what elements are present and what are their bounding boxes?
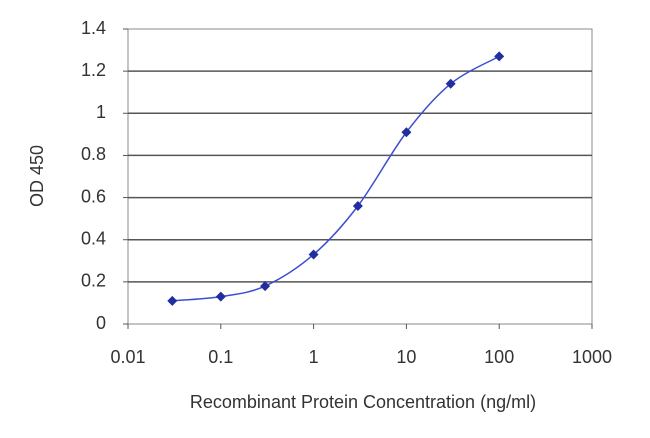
y-tick-label: 0.2	[81, 271, 106, 291]
x-tick-label: 10	[396, 347, 416, 367]
x-tick-label: 1	[309, 347, 319, 367]
data-point	[445, 78, 456, 89]
y-tick-label: 1	[96, 102, 106, 122]
x-tick-label: 0.01	[110, 347, 145, 367]
data-point	[215, 291, 226, 302]
data-point	[494, 51, 505, 62]
series-line	[172, 55, 500, 302]
plot-area	[127, 28, 593, 325]
data-point	[308, 249, 319, 260]
x-axis-label: Recombinant Protein Concentration (ng/ml…	[190, 392, 536, 412]
y-tick-label: 0.6	[81, 186, 106, 206]
y-tick-label: 0.4	[81, 228, 106, 248]
x-tick-label: 1000	[572, 347, 612, 367]
y-axis-label: OD 450	[27, 145, 47, 207]
data-point	[352, 201, 363, 211]
y-tick-label: 0.8	[81, 144, 106, 164]
y-tick-label: 0	[96, 313, 106, 333]
y-tick-label: 1.2	[81, 60, 106, 80]
y-tick-label: 1.4	[81, 18, 106, 38]
data-point	[260, 281, 271, 292]
data-point	[167, 295, 178, 306]
data-point	[401, 127, 412, 138]
x-tick-label: 100	[484, 347, 514, 367]
x-tick-label: 0.1	[208, 347, 233, 367]
